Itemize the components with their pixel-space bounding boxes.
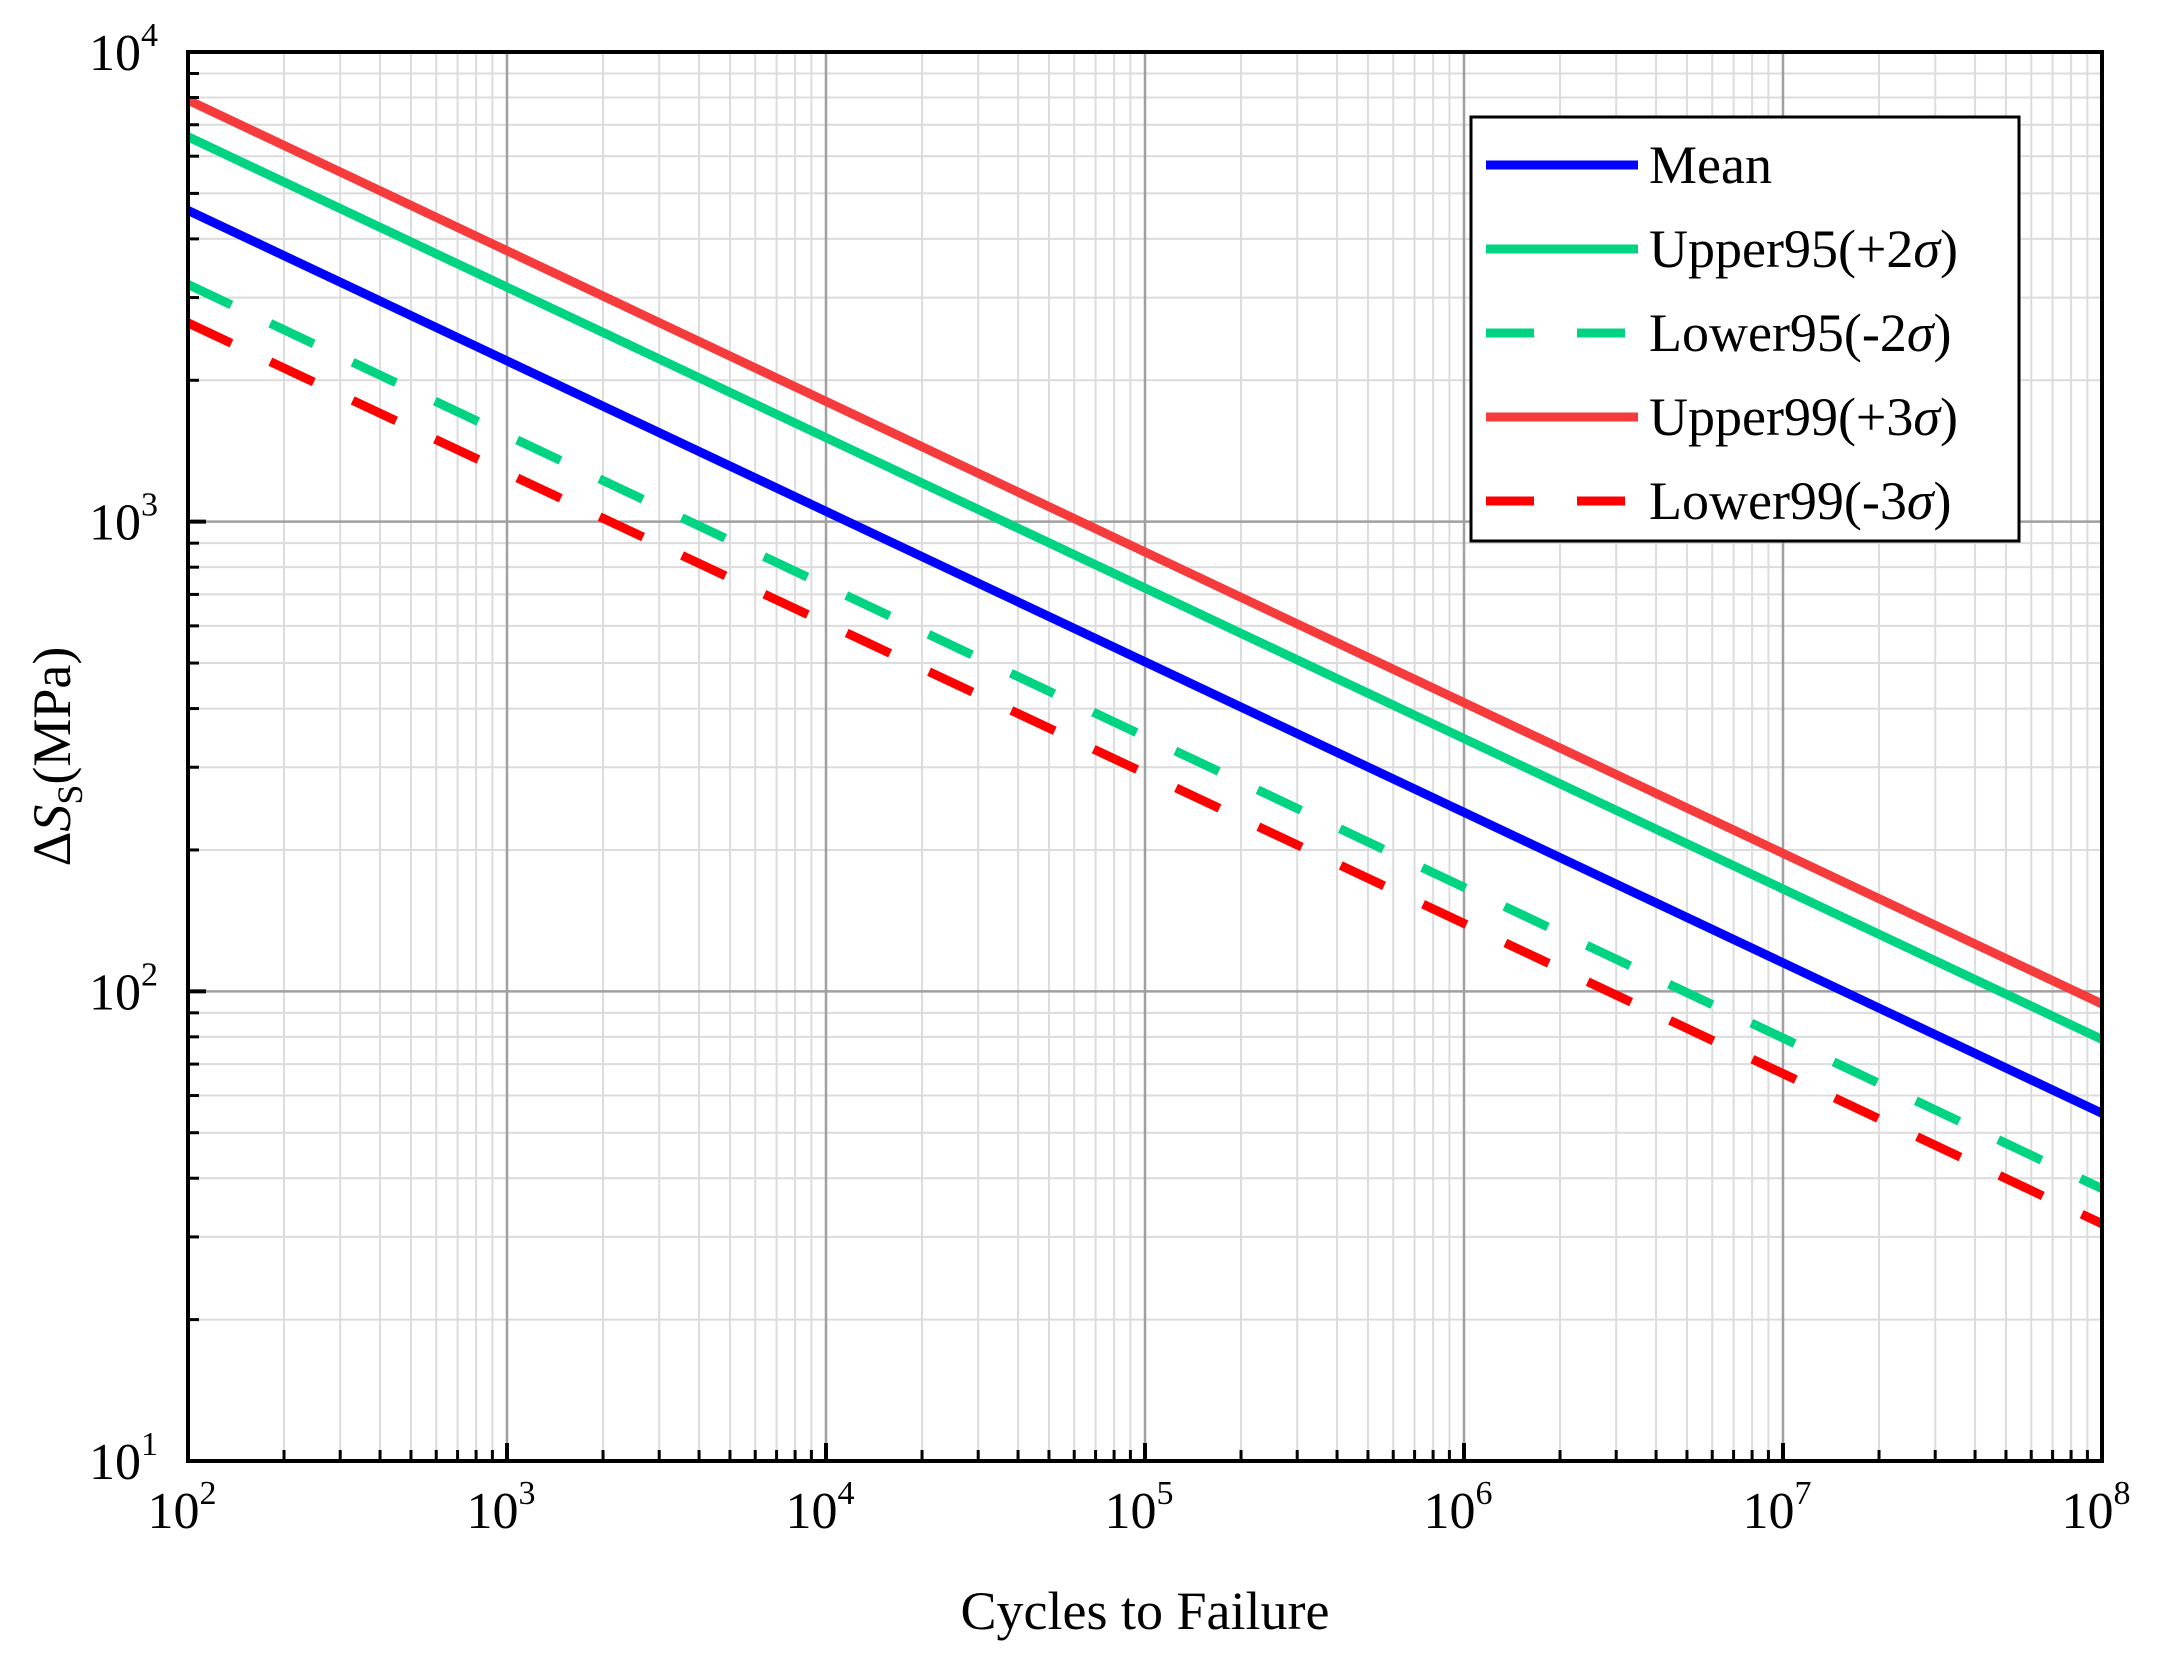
x-tick-base: 10 (1743, 1483, 1795, 1540)
x-tick-exponent: 6 (1476, 1475, 1493, 1512)
y-axis-unit: (MPa) (22, 647, 82, 785)
legend-label-3: Upper99(+3σ) (1649, 387, 1958, 447)
y-tick-base: 10 (89, 25, 141, 82)
x-tick-label: 108 (2062, 1475, 2131, 1540)
x-tick-exponent: 2 (200, 1475, 217, 1512)
y-axis-delta: Δ (22, 832, 82, 867)
legend-label-name: Upper95(+2 (1649, 219, 1913, 279)
y-tick-exponent: 4 (141, 17, 158, 54)
legend-label-name: Lower95(-2 (1649, 303, 1907, 363)
x-tick-base: 10 (467, 1483, 519, 1540)
x-tick-label: 104 (786, 1475, 855, 1540)
y-axis-variable: S (22, 805, 82, 832)
legend-label-1: Upper95(+2σ) (1649, 219, 1958, 279)
x-tick-exponent: 5 (1157, 1475, 1174, 1512)
legend-sigma: σ (1913, 219, 1942, 279)
x-tick-label: 103 (467, 1475, 536, 1540)
x-tick-base: 10 (1105, 1483, 1157, 1540)
series-line-1 (186, 132, 2104, 1044)
x-tick-exponent: 4 (838, 1475, 855, 1512)
y-tick-exponent: 2 (141, 956, 158, 993)
svg-text:ΔSS(MPa): ΔSS(MPa) (22, 647, 90, 867)
legend: MeanUpper95(+2σ)Lower95(-2σ)Upper99(+3σ)… (1469, 115, 2021, 543)
x-tick-label: 106 (1424, 1475, 1493, 1540)
x-tick-exponent: 7 (1795, 1475, 1812, 1512)
legend-close-paren: ) (1940, 219, 1958, 279)
legend-label-2: Lower95(-2σ) (1649, 303, 1952, 363)
x-tick-exponent: 8 (2114, 1475, 2131, 1512)
y-tick-label: 101 (89, 1426, 158, 1491)
x-tick-base: 10 (1424, 1483, 1476, 1540)
y-tick-base: 10 (89, 964, 141, 1021)
y-axis-subscript: S (50, 785, 90, 805)
x-tick-labels: 102 103 104 105 106 107 108 (148, 1475, 2131, 1540)
x-tick-label: 107 (1743, 1475, 1812, 1540)
y-tick-base: 10 (89, 495, 141, 552)
plot-frame (186, 50, 2104, 1463)
y-tick-exponent: 3 (141, 487, 158, 524)
legend-label-name: Lower99(-3 (1649, 471, 1907, 531)
legend-label-4: Lower99(-3σ) (1649, 471, 1952, 531)
y-tick-label: 103 (89, 487, 158, 552)
legend-sigma: σ (1907, 471, 1936, 531)
legend-close-paren: ) (1940, 387, 1958, 447)
series-line-3 (186, 96, 2104, 1009)
x-axis-title: Cycles to Failure (961, 1581, 1330, 1641)
x-tick-base: 10 (786, 1483, 838, 1540)
series-layer (186, 96, 2104, 1228)
x-tick-base: 10 (148, 1483, 200, 1540)
y-axis-title: ΔSS(MPa) (22, 647, 90, 867)
x-tick-exponent: 3 (519, 1475, 536, 1512)
series-line-0 (186, 206, 2104, 1118)
legend-sigma: σ (1907, 303, 1936, 363)
legend-sigma: σ (1913, 387, 1942, 447)
x-tick-label: 102 (148, 1475, 217, 1540)
y-tick-exponent: 1 (141, 1426, 158, 1463)
legend-box (1469, 115, 2021, 543)
x-tick-base: 10 (2062, 1483, 2114, 1540)
series-line-2 (186, 280, 2104, 1193)
legend-close-paren: ) (1934, 471, 1952, 531)
legend-close-paren: ) (1934, 303, 1952, 363)
legend-label-name: Upper99(+3 (1649, 387, 1913, 447)
y-tick-base: 10 (89, 1434, 141, 1491)
legend-label-0: Mean (1649, 135, 1772, 195)
legend-label-name: Mean (1649, 135, 1772, 195)
x-tick-label: 105 (1105, 1475, 1174, 1540)
y-tick-label: 104 (89, 17, 158, 82)
y-tick-label: 102 (89, 956, 158, 1021)
series-line-4 (186, 318, 2104, 1228)
